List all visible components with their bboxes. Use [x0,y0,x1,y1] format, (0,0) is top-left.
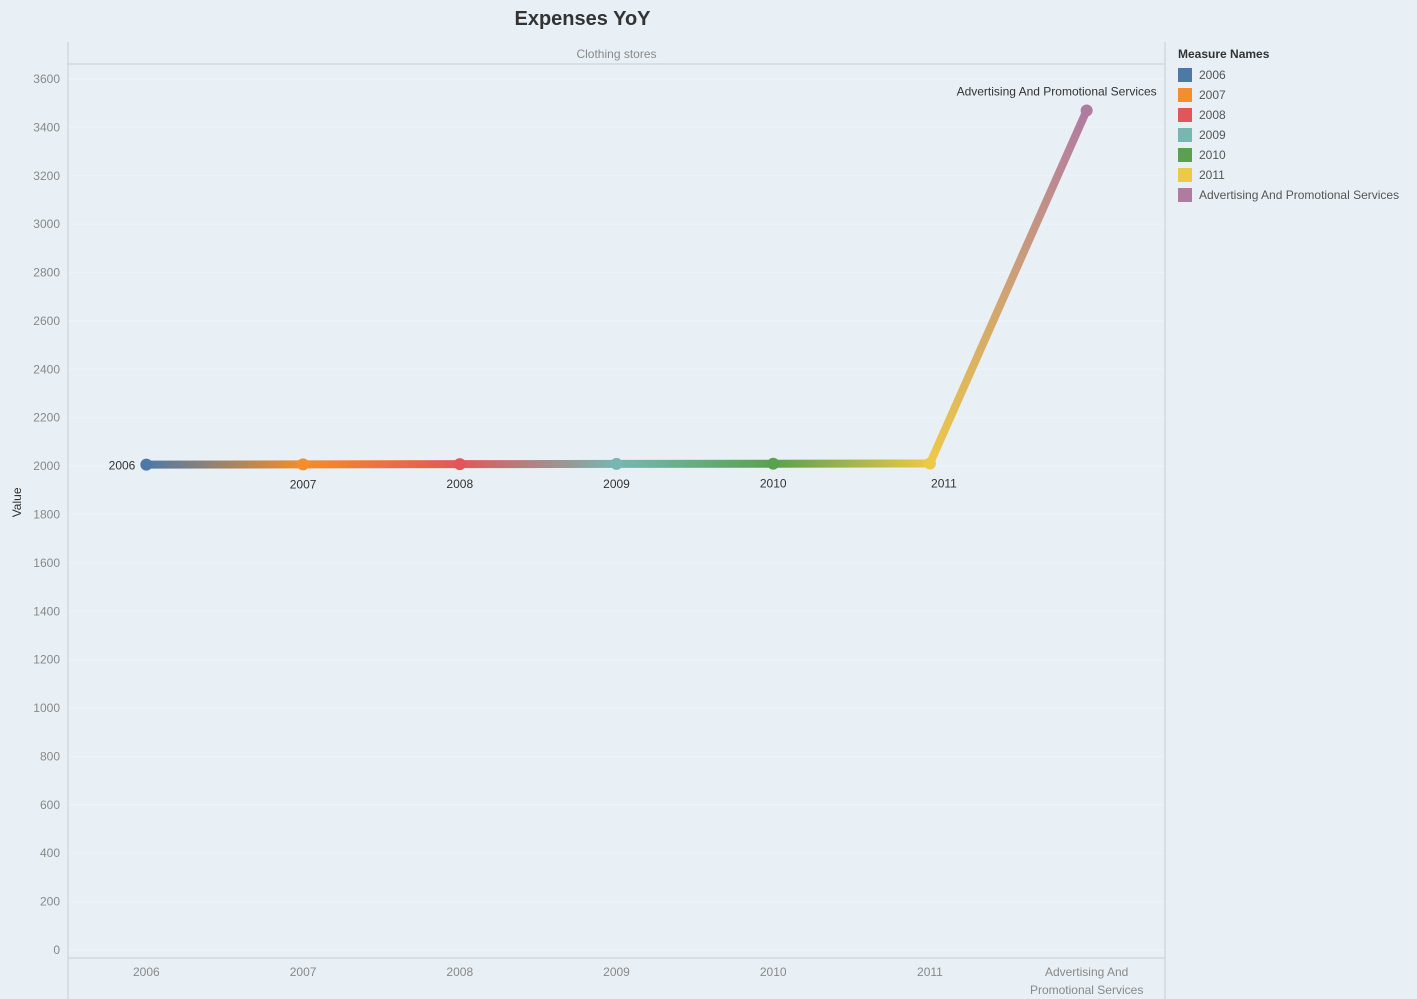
y-tick-label: 1000 [33,701,60,715]
data-label: 2006 [109,459,136,473]
y-tick-label: 2600 [33,314,60,328]
y-tick-label: 2800 [33,266,60,280]
data-label: 2008 [446,477,473,491]
legend-item[interactable]: 2010 [1178,145,1399,165]
x-tick-label: 2011 [917,965,943,979]
y-tick-label: 800 [40,749,60,763]
x-tick-label: Advertising And Promotional Services [1030,965,1143,997]
data-label: 2010 [760,477,787,491]
data-point[interactable] [1080,104,1093,117]
legend-label: 2009 [1199,128,1226,142]
legend-swatch [1178,188,1192,202]
data-point[interactable] [767,457,780,470]
legend-swatch [1178,148,1192,162]
y-tick-label: 3600 [33,72,60,86]
data-label: 2011 [931,476,957,490]
data-label: 2009 [603,477,630,491]
y-tick-label: 2200 [33,411,60,425]
y-tick-label: 0 [53,943,60,957]
chart-title: Expenses YoY [514,8,651,30]
data-label: Advertising And Promotional Services [957,84,1157,98]
legend-item[interactable]: Advertising And Promotional Services [1178,185,1399,205]
legend-label: 2007 [1199,88,1226,102]
y-tick-label: 2000 [33,459,60,473]
legend-swatch [1178,168,1192,182]
data-point[interactable] [297,458,310,471]
legend-item[interactable]: 2006 [1178,65,1399,85]
legend-label: 2006 [1199,68,1226,82]
y-tick-label: 600 [40,798,60,812]
y-tick-label: 400 [40,846,60,860]
x-tick-label: 2009 [603,965,630,979]
y-tick-label: 3400 [33,120,60,134]
data-point[interactable] [453,458,466,471]
legend-title: Measure Names [1178,47,1270,61]
legend-swatch [1178,108,1192,122]
y-tick-label: 3200 [33,169,60,183]
legend-label: Advertising And Promotional Services [1199,188,1400,202]
legend-item[interactable]: 2008 [1178,105,1399,125]
line-segment [925,106,1091,468]
y-tick-label: 1400 [33,604,60,618]
y-tick-label: 1600 [33,556,60,570]
legend-label: 2011 [1199,168,1225,182]
y-tick-label: 1800 [33,508,60,522]
panel-header: Clothing stores [576,47,656,61]
legend-swatch [1178,88,1192,102]
x-tick-label: 2006 [133,965,160,979]
y-tick-label: 3000 [33,217,60,231]
legend-item[interactable]: 2007 [1178,85,1399,105]
legend-label: 2010 [1199,148,1226,162]
legend: Measure Names 2006 2007 2008 2009 2010 2011 Ad… [1178,47,1399,205]
data-point[interactable] [610,457,623,470]
y-tick-label: 2400 [33,362,60,376]
data-point[interactable] [923,457,936,470]
legend-item[interactable]: 2011 [1178,165,1399,185]
legend-item[interactable]: 2009 [1178,125,1399,145]
x-tick-label: 2007 [290,965,317,979]
y-tick-label: 1200 [33,653,60,667]
data-point[interactable] [140,458,153,471]
y-axis-title: Value [10,487,24,517]
legend-swatch [1178,128,1192,142]
x-tick-label: 2010 [760,965,787,979]
y-tick-label: 200 [40,895,60,909]
data-label: 2007 [290,477,317,491]
legend-swatch [1178,68,1192,82]
x-tick-label: 2008 [446,965,473,979]
legend-label: 2008 [1199,108,1226,122]
